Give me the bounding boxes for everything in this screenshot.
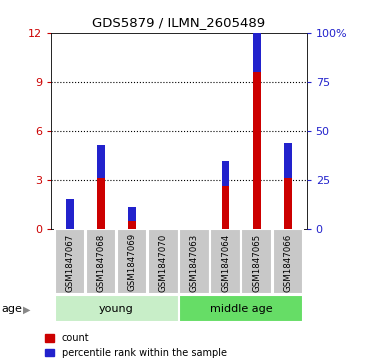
Bar xyxy=(66,199,74,229)
Text: GSM1847064: GSM1847064 xyxy=(221,233,230,291)
FancyBboxPatch shape xyxy=(54,229,85,294)
FancyBboxPatch shape xyxy=(86,229,116,294)
Text: GSM1847069: GSM1847069 xyxy=(128,233,137,291)
Text: GSM1847068: GSM1847068 xyxy=(96,233,105,291)
Bar xyxy=(253,3,261,72)
Text: middle age: middle age xyxy=(210,303,273,314)
Text: GSM1847063: GSM1847063 xyxy=(190,233,199,291)
Legend: count, percentile rank within the sample: count, percentile rank within the sample xyxy=(45,333,227,358)
Text: GSM1847067: GSM1847067 xyxy=(65,233,74,291)
Text: GSM1847066: GSM1847066 xyxy=(283,233,292,291)
Text: young: young xyxy=(99,303,134,314)
FancyBboxPatch shape xyxy=(273,229,303,294)
Bar xyxy=(128,207,136,220)
Text: age: age xyxy=(2,304,23,314)
Text: GSM1847070: GSM1847070 xyxy=(159,233,168,291)
FancyBboxPatch shape xyxy=(242,229,272,294)
Title: GDS5879 / ILMN_2605489: GDS5879 / ILMN_2605489 xyxy=(92,16,265,29)
Bar xyxy=(97,178,105,229)
Bar xyxy=(253,72,261,229)
Bar xyxy=(222,186,230,229)
FancyBboxPatch shape xyxy=(54,295,178,322)
Bar xyxy=(284,178,292,229)
Bar xyxy=(97,145,105,178)
Bar xyxy=(284,143,292,178)
FancyBboxPatch shape xyxy=(179,295,303,322)
FancyBboxPatch shape xyxy=(148,229,178,294)
Bar xyxy=(128,220,136,229)
FancyBboxPatch shape xyxy=(179,229,210,294)
Bar xyxy=(66,199,74,229)
Bar xyxy=(222,161,230,186)
FancyBboxPatch shape xyxy=(210,229,241,294)
Text: GSM1847065: GSM1847065 xyxy=(252,233,261,291)
FancyBboxPatch shape xyxy=(117,229,147,294)
Text: ▶: ▶ xyxy=(23,304,30,314)
